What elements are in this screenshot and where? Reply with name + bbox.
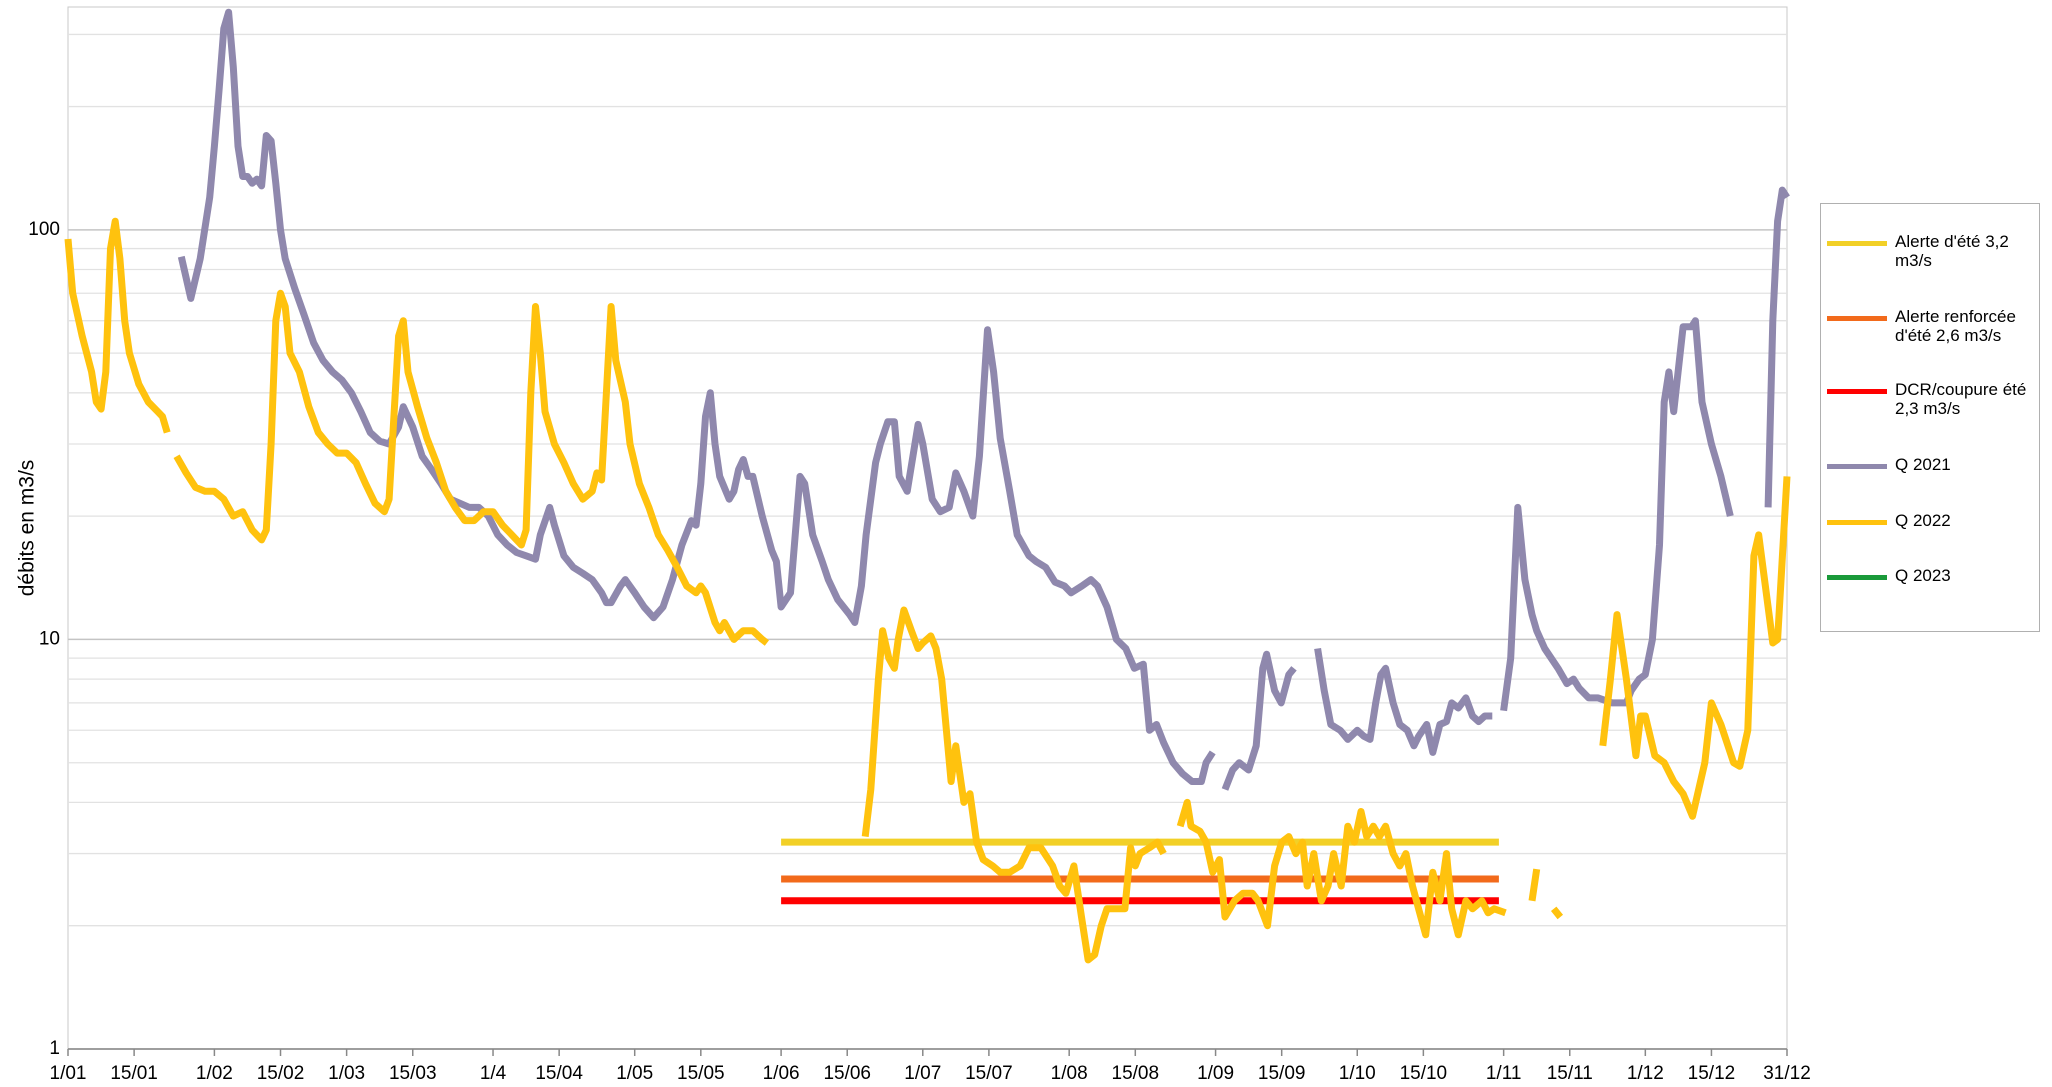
y-tick-label: 100 bbox=[28, 219, 60, 240]
x-tick-label: 15/05 bbox=[677, 1063, 725, 1084]
legend-swatch bbox=[1827, 241, 1887, 246]
x-tick-label: 31/12 bbox=[1763, 1063, 1811, 1084]
legend-label: DCR/coupure été 2,3 m3/s bbox=[1895, 380, 2027, 418]
x-tick-label: 15/12 bbox=[1688, 1063, 1736, 1084]
x-tick-label: 1/06 bbox=[763, 1063, 800, 1084]
x-tick-label: 1/01 bbox=[50, 1063, 87, 1084]
x-tick-label: 1/10 bbox=[1339, 1063, 1376, 1084]
x-tick-label: 15/07 bbox=[965, 1063, 1013, 1084]
legend-label: Q 2023 bbox=[1895, 566, 1951, 585]
legend: Alerte d'été 3,2 m3/s Alerte renforcée d'… bbox=[1820, 203, 2040, 632]
x-tick-label: 1/11 bbox=[1486, 1063, 1522, 1084]
x-tick-label: 15/11 bbox=[1547, 1063, 1593, 1084]
legend-label: Q 2021 bbox=[1895, 455, 1951, 474]
x-tick-label: 15/08 bbox=[1112, 1063, 1160, 1084]
x-tick-label: 15/04 bbox=[535, 1063, 583, 1084]
legend-entry: Q 2023 bbox=[1827, 566, 2037, 585]
legend-entry: Q 2021 bbox=[1827, 455, 2037, 474]
legend-swatch bbox=[1827, 575, 1887, 580]
x-tick-label: 1/03 bbox=[328, 1063, 365, 1084]
x-tick-label: 15/03 bbox=[389, 1063, 437, 1084]
x-tick-label: 1/08 bbox=[1051, 1063, 1088, 1084]
series-line bbox=[64, 217, 1791, 964]
legend-label: Alerte renforcée d'été 2,6 m3/s bbox=[1895, 307, 2016, 345]
series-line bbox=[177, 8, 1790, 791]
legend-entry: Alerte d'été 3,2 m3/s bbox=[1827, 232, 2037, 270]
x-tick-label: 1/05 bbox=[616, 1063, 653, 1084]
y-tick-label: 10 bbox=[39, 628, 60, 649]
legend-swatch bbox=[1827, 389, 1887, 394]
x-tick-label: 15/01 bbox=[110, 1063, 158, 1084]
x-tick-label: 1/07 bbox=[904, 1063, 941, 1084]
x-tick-label: 15/10 bbox=[1400, 1063, 1448, 1084]
legend-swatch bbox=[1827, 520, 1887, 525]
x-tick-label: 15/02 bbox=[257, 1063, 305, 1084]
legend-entry: Q 2022 bbox=[1827, 511, 2037, 530]
x-tick-label: 15/06 bbox=[823, 1063, 871, 1084]
legend-entry: DCR/coupure été 2,3 m3/s bbox=[1827, 380, 2037, 418]
x-tick-label: 1/02 bbox=[196, 1063, 233, 1084]
x-tick-label: 1/4 bbox=[480, 1063, 507, 1084]
plot-area bbox=[67, 6, 1788, 1050]
legend-entry: Alerte renforcée d'été 2,6 m3/s bbox=[1827, 307, 2037, 345]
legend-label: Q 2022 bbox=[1895, 511, 1951, 530]
x-tick-label: 1/12 bbox=[1627, 1063, 1664, 1084]
y-tick-label: 1 bbox=[49, 1038, 60, 1059]
legend-label: Alerte d'été 3,2 m3/s bbox=[1895, 232, 2009, 270]
legend-swatch bbox=[1827, 464, 1887, 469]
x-tick-label: 1/09 bbox=[1197, 1063, 1234, 1084]
legend-swatch bbox=[1827, 316, 1887, 321]
y-axis-title: débits en m3/s bbox=[16, 460, 39, 597]
x-tick-label: 15/09 bbox=[1258, 1063, 1306, 1084]
